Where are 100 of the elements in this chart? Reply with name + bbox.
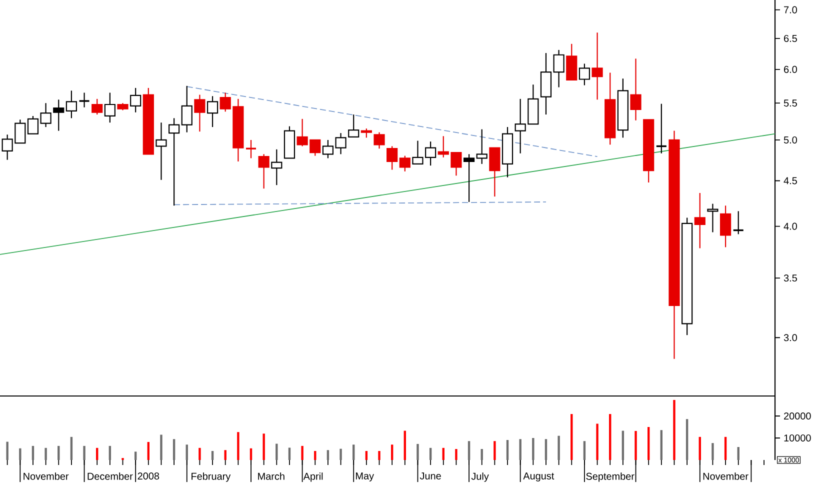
bar	[237, 432, 240, 460]
candlestick	[566, 43, 578, 80]
bar	[544, 439, 548, 460]
y-tick-label: 3.0	[784, 334, 797, 342]
bar	[314, 450, 316, 460]
candlestick	[386, 146, 398, 170]
bar	[390, 444, 394, 460]
bar	[468, 441, 470, 460]
y-tick-label: 5.0	[784, 136, 797, 144]
y-tick-label: 4.0	[784, 222, 797, 230]
bar	[622, 430, 624, 460]
candlestick	[592, 32, 603, 100]
bar	[570, 414, 573, 460]
bar	[480, 449, 483, 460]
candlestick	[27, 115, 39, 134]
y-tick-label: 20000	[784, 412, 811, 420]
bar	[32, 446, 34, 460]
candlestick	[156, 122, 167, 180]
bar	[211, 450, 214, 460]
x-tick-label: September	[586, 472, 634, 482]
bar	[442, 448, 444, 460]
bar	[558, 436, 560, 460]
x-tick-label: June	[420, 472, 441, 480]
bar	[96, 448, 98, 460]
bar	[19, 448, 22, 460]
x-tick-label: August	[523, 472, 554, 482]
candlestick	[258, 154, 270, 190]
bar	[6, 442, 8, 460]
bar	[160, 434, 162, 460]
candlestick	[130, 87, 142, 113]
bar	[506, 440, 509, 460]
x-tick-label: 2008	[138, 472, 160, 480]
candlestick	[553, 49, 564, 88]
bar	[262, 434, 265, 460]
y-tick-label: 4.5	[784, 177, 797, 184]
candlestick	[463, 154, 475, 203]
bar	[172, 439, 176, 460]
candlestick	[92, 98, 103, 116]
bar	[134, 452, 137, 460]
x-tick-label: March	[258, 472, 284, 480]
candlestick	[194, 94, 206, 132]
bar	[301, 446, 304, 460]
candlestick	[271, 148, 282, 186]
x-tick-label: November	[703, 472, 748, 480]
bar	[326, 450, 330, 460]
candlestick	[66, 90, 78, 119]
candlestick	[78, 92, 90, 108]
candlestick	[707, 203, 718, 233]
bar	[198, 448, 201, 460]
bar	[609, 414, 612, 460]
bar	[147, 442, 150, 460]
bar	[44, 448, 47, 460]
bar	[276, 444, 278, 460]
bar	[429, 448, 432, 460]
candlestick	[399, 155, 410, 172]
y-tick-label: 6.5	[784, 34, 797, 42]
bar	[724, 436, 727, 460]
candlestick	[245, 139, 257, 159]
bar	[378, 450, 380, 460]
bar	[634, 430, 637, 460]
bar	[583, 441, 586, 460]
bar	[224, 450, 226, 460]
bar	[288, 448, 291, 460]
bar	[673, 400, 676, 460]
x-tick-label: May	[356, 472, 374, 482]
candlestick	[168, 118, 180, 206]
bar	[494, 441, 496, 460]
bar	[404, 430, 406, 460]
candlestick	[578, 63, 590, 86]
candlestick	[656, 103, 668, 154]
x-tick-label: April	[303, 472, 323, 482]
bar	[596, 424, 598, 460]
candlestick	[476, 128, 488, 164]
candlestick	[104, 92, 116, 124]
x-tick-label: December	[88, 472, 133, 480]
bar	[737, 447, 740, 460]
candlestick	[374, 132, 385, 150]
bar	[58, 446, 60, 460]
candlestick	[720, 205, 732, 248]
y-tick-label: 6.0	[784, 66, 797, 73]
x-tick-label: July	[471, 472, 489, 482]
bar	[365, 450, 368, 460]
x-tick-label: November	[24, 472, 69, 480]
bar	[70, 436, 73, 460]
candlestick	[732, 210, 744, 235]
y-tick-label: 10000	[784, 434, 811, 442]
bar	[686, 419, 688, 460]
x-tick-label: February	[192, 472, 231, 482]
bar	[712, 443, 714, 460]
y-tick-label: 3.5	[784, 274, 797, 282]
bar	[108, 446, 112, 460]
bar	[698, 436, 701, 460]
bar	[647, 427, 650, 460]
bar	[532, 438, 534, 460]
bar	[352, 444, 355, 460]
bar	[660, 430, 663, 460]
candlestick	[694, 192, 706, 249]
candlestick	[360, 128, 372, 138]
bar	[455, 449, 458, 460]
candlestick	[630, 58, 642, 121]
